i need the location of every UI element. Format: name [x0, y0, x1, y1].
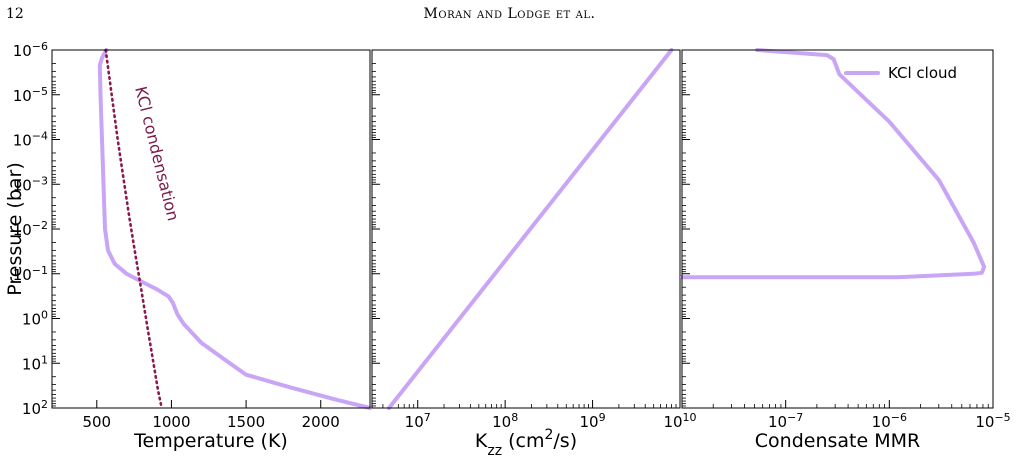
x-tick-label: 108 [492, 411, 518, 432]
y-tick-label: 10−3 [13, 174, 48, 195]
x-tick-label: 2000 [302, 413, 340, 431]
x-tick-label: 109 [580, 411, 606, 432]
y-axis-title: Pressure (bar) [4, 162, 26, 296]
y-tick-label: 10−6 [13, 40, 48, 61]
y-tick-label: 102 [22, 398, 48, 419]
y-tick-label: 10−5 [13, 84, 48, 105]
y-tick-label: 10−2 [13, 219, 48, 240]
y-tick-label: 101 [22, 353, 48, 374]
y-tick-label: 100 [22, 308, 48, 329]
y-tick-label: 10−1 [13, 263, 48, 284]
profile-line [97, 48, 372, 410]
condensation-curve [104, 48, 163, 410]
profile-line [387, 48, 674, 410]
y-tick-label: 10−4 [13, 129, 48, 150]
panel-1: 10−6 10−5 10−4 10−3 10−2 10−1 100 101 102 500 1000… [4, 40, 372, 452]
x-tick-label: 500 [82, 413, 111, 431]
x-tick-label: 10−7 [768, 411, 803, 432]
page-header: 12 Moran and Lodge et al. [0, 0, 1019, 30]
plot-frame [371, 49, 681, 409]
running-head: Moran and Lodge et al. [423, 6, 596, 22]
panel-2: 107 108 109 1010 Kzz (cm2/s) [371, 48, 697, 459]
x-axis-title: Condensate MMR [755, 430, 920, 452]
profile-line [680, 48, 987, 280]
x-tick-label: 10−5 [975, 411, 1010, 432]
panel-3: 10−7 10−6 10−5 KCl cloud Condensate MMR [680, 48, 1011, 452]
x-tick-label: 1000 [152, 413, 190, 431]
x-tick-label: 1010 [663, 411, 696, 432]
x-tick-label: 1500 [227, 413, 265, 431]
x-tick-label: 107 [405, 411, 431, 432]
x-axis-title: Temperature (K) [133, 430, 288, 452]
condensation-label: KCl condensation [131, 84, 183, 222]
legend-label: KCl cloud [888, 64, 957, 82]
plot-frame [51, 49, 371, 409]
page-number: 12 [6, 6, 24, 22]
plot-frame [681, 49, 994, 409]
x-axis-title: Kzz (cm2/s) [475, 427, 577, 459]
x-tick-label: 10−6 [872, 411, 907, 432]
